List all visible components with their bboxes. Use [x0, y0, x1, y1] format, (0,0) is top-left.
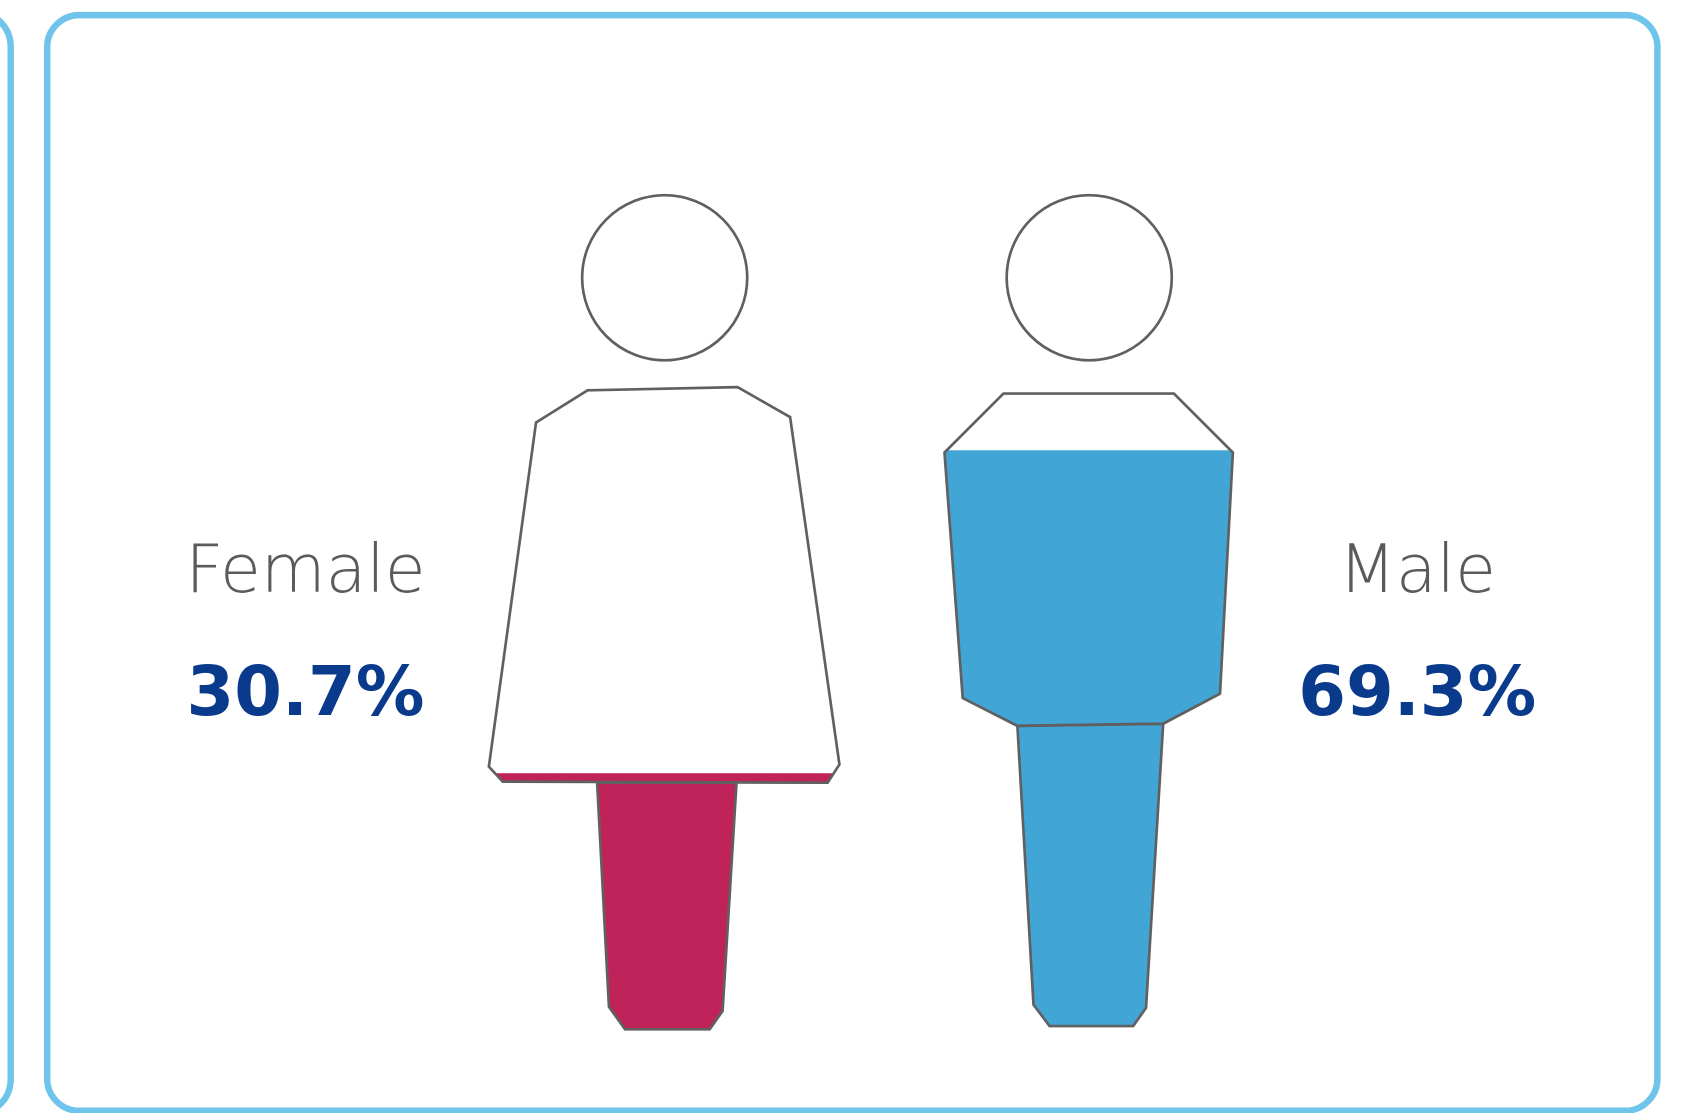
category-label: Female — [185, 530, 425, 608]
side-panel — [0, 17, 14, 1109]
body-bg — [488, 387, 840, 783]
head-outline — [580, 193, 749, 362]
head-bg — [1006, 195, 1172, 361]
legs-outline — [1015, 722, 1165, 1028]
head-outline — [1005, 193, 1174, 362]
panel — [43, 11, 1661, 1113]
head-bg — [582, 195, 748, 361]
value-label: 69.3% — [1298, 652, 1536, 732]
value-label: 30.7% — [187, 652, 425, 732]
legs-outline — [595, 781, 738, 1031]
category-label: Male — [1339, 530, 1496, 608]
body-outline — [487, 385, 841, 785]
